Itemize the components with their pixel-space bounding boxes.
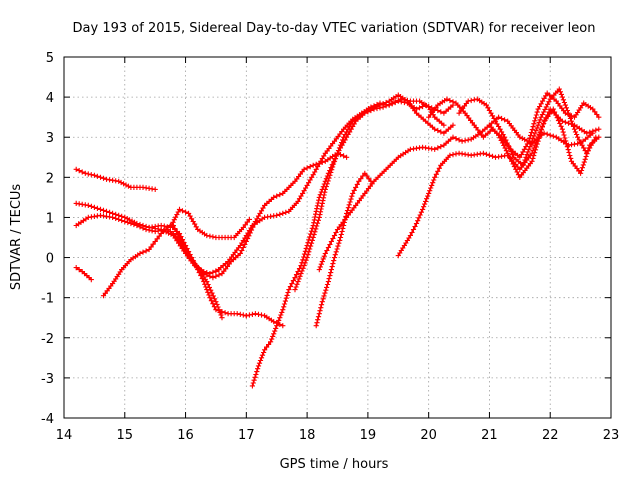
series-arc-12: [313, 170, 374, 329]
series-markers: [243, 311, 286, 329]
x-tick-label: 18: [299, 428, 316, 443]
x-tick-label: 15: [117, 428, 134, 443]
series-markers: [316, 114, 596, 273]
x-tick-label: 19: [360, 428, 377, 443]
data-series: [73, 86, 602, 389]
series-markers: [146, 206, 252, 241]
series-arc-7: [146, 206, 252, 241]
y-tick-label: 4: [46, 91, 54, 106]
x-tick-label: 16: [177, 428, 194, 443]
series-arc-1: [73, 166, 158, 192]
series-markers: [73, 265, 94, 283]
y-axis-label: SDTVAR / TECUs: [9, 184, 24, 291]
y-tick-label: -2: [41, 332, 54, 347]
series-markers: [313, 170, 374, 329]
series-arc-2: [73, 265, 94, 283]
x-axis-label: GPS time / hours: [280, 457, 389, 472]
y-tick-label: 1: [46, 211, 54, 226]
series-arc-11: [292, 92, 456, 293]
series-markers: [170, 150, 350, 281]
x-tick-label: 17: [238, 428, 255, 443]
x-tick-label: 20: [420, 428, 437, 443]
series-markers: [486, 106, 602, 180]
series-arc-8: [170, 150, 350, 281]
series-line: [251, 98, 445, 387]
series-markers: [292, 92, 456, 293]
series-markers: [249, 96, 447, 389]
series-markers: [73, 166, 158, 192]
x-tick-label: 21: [481, 428, 498, 443]
x-tick-label: 14: [56, 428, 73, 443]
y-tick-label: -1: [41, 292, 54, 307]
series-markers: [73, 200, 222, 277]
grid-lines: [64, 57, 611, 418]
series-arc-16: [456, 86, 599, 168]
series-arc-3: [73, 200, 222, 277]
chart-title: Day 193 of 2015, Sidereal Day-to-day VTE…: [73, 21, 596, 36]
series-line: [215, 100, 454, 273]
plot-frame: [63, 56, 612, 419]
series-markers: [456, 86, 599, 168]
series-arc-9: [213, 98, 456, 275]
series-arc-10: [249, 96, 447, 389]
series-arc-17: [486, 106, 602, 180]
y-tick-label: 0: [46, 252, 54, 267]
y-tick-label: -4: [41, 412, 54, 427]
y-tick-label: 5: [46, 51, 54, 66]
y-tick-label: -3: [41, 372, 54, 387]
x-tick-label: 23: [603, 428, 620, 443]
series-markers: [213, 98, 456, 275]
y-tick-label: 3: [46, 131, 54, 146]
y-tick-label: 2: [46, 171, 54, 186]
series-arc-13: [316, 114, 596, 273]
x-tick-label: 22: [542, 428, 559, 443]
